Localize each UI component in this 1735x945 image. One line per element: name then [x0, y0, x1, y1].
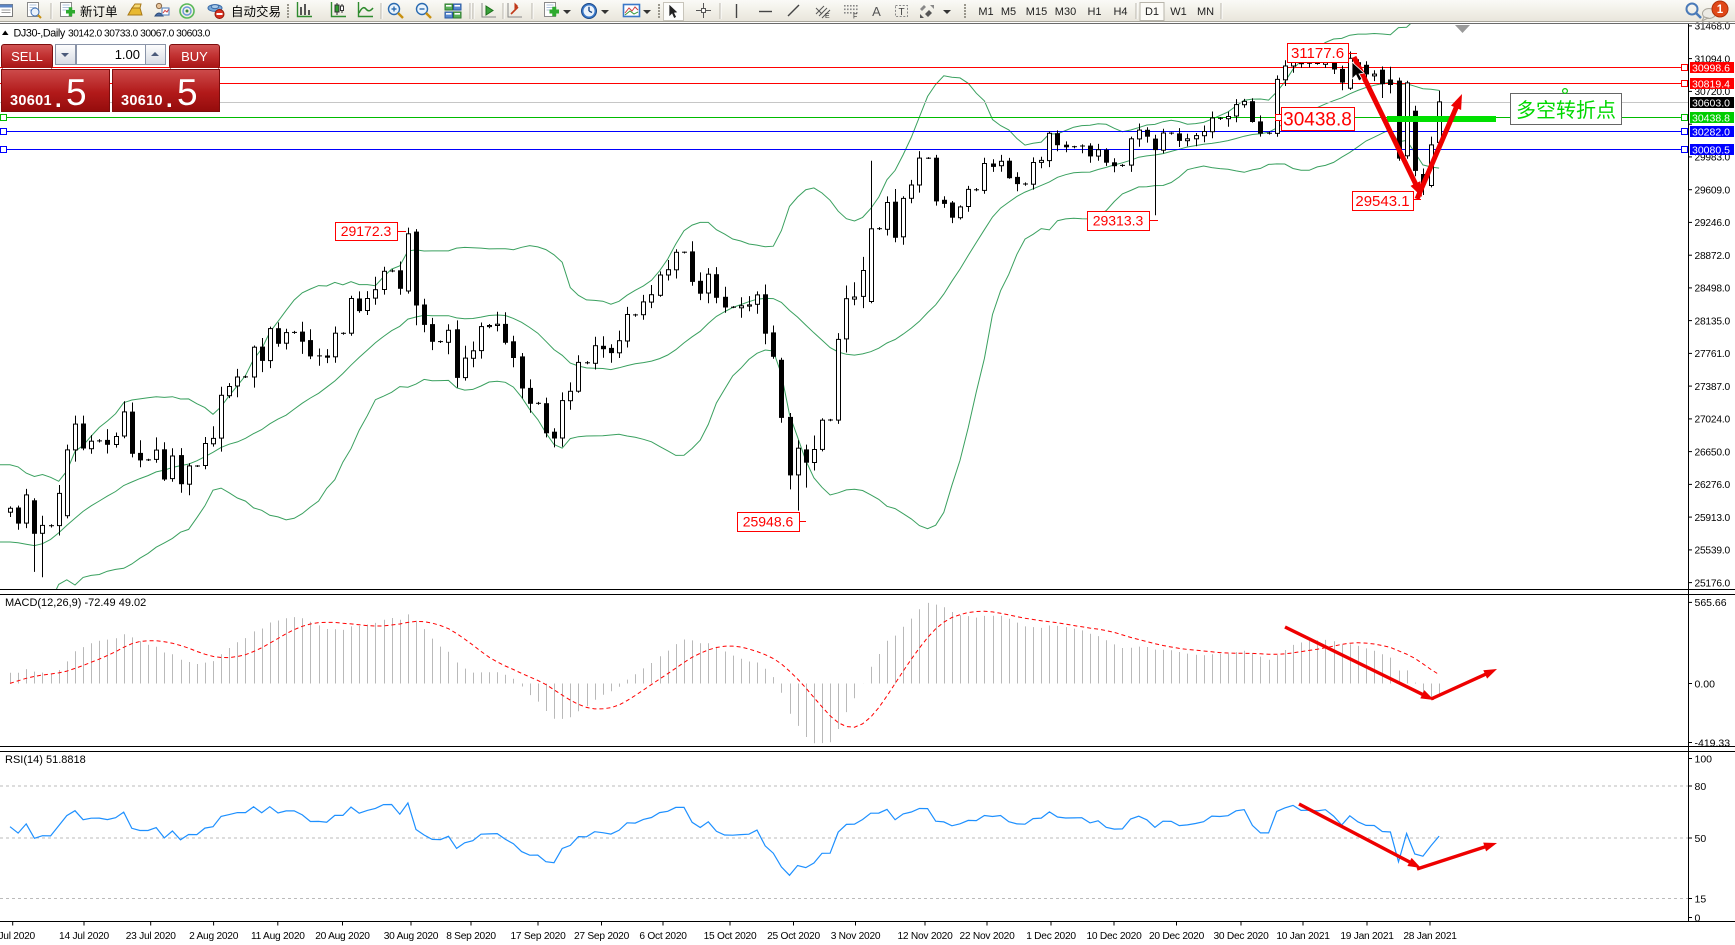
svg-text:H4: H4	[1113, 6, 1127, 18]
svg-text:0.00: 0.00	[1695, 678, 1716, 690]
svg-text:30720.0: 30720.0	[1695, 87, 1731, 98]
svg-text:28135.0: 28135.0	[1695, 316, 1731, 327]
svg-text:1 Dec 2020: 1 Dec 2020	[1026, 931, 1076, 942]
svg-text:12 Nov 2020: 12 Nov 2020	[897, 931, 953, 942]
svg-text:25913.0: 25913.0	[1695, 513, 1731, 524]
svg-text:F: F	[853, 14, 857, 21]
svg-text:6 Oct 2020: 6 Oct 2020	[639, 931, 687, 942]
svg-text:RSI(14) 51.8818: RSI(14) 51.8818	[5, 754, 86, 766]
svg-text:30282.0: 30282.0	[1692, 126, 1730, 138]
svg-text:17 Sep 2020: 17 Sep 2020	[510, 931, 566, 942]
svg-text:565.66: 565.66	[1695, 597, 1727, 609]
svg-text:自动交易: 自动交易	[231, 4, 281, 19]
svg-text:8 Sep 2020: 8 Sep 2020	[446, 931, 496, 942]
svg-text:25539.0: 25539.0	[1695, 546, 1731, 557]
svg-text:20 Aug 2020: 20 Aug 2020	[315, 931, 370, 942]
svg-text:30 Dec 2020: 30 Dec 2020	[1213, 931, 1269, 942]
svg-text:2 Aug 2020: 2 Aug 2020	[189, 931, 239, 942]
svg-text:30438.8: 30438.8	[1692, 112, 1730, 124]
svg-text:28498.0: 28498.0	[1695, 284, 1731, 295]
svg-text:30998.6: 30998.6	[1692, 62, 1730, 74]
svg-text:31094.0: 31094.0	[1695, 54, 1731, 65]
svg-text:MN: MN	[1197, 6, 1214, 18]
svg-text:27387.0: 27387.0	[1695, 382, 1731, 393]
svg-text:29172.3: 29172.3	[341, 223, 392, 239]
svg-text:DJ30-,Daily: DJ30-,Daily	[14, 28, 66, 40]
svg-text:15 Oct 2020: 15 Oct 2020	[704, 931, 757, 942]
svg-text:27024.0: 27024.0	[1695, 415, 1731, 426]
svg-text:29609.0: 29609.0	[1695, 186, 1731, 197]
svg-text:6 Jul 2020: 6 Jul 2020	[0, 931, 36, 942]
svg-text:15: 15	[1695, 893, 1707, 905]
svg-text:30142.0 30733.0 30067.0 30603.: 30142.0 30733.0 30067.0 30603.0	[68, 29, 211, 40]
svg-text:22 Nov 2020: 22 Nov 2020	[959, 931, 1015, 942]
svg-text:25176.0: 25176.0	[1695, 578, 1731, 589]
svg-text:28 Jan 2021: 28 Jan 2021	[1403, 931, 1457, 942]
svg-text:10 Dec 2020: 10 Dec 2020	[1086, 931, 1142, 942]
svg-text:3 Nov 2020: 3 Nov 2020	[831, 931, 881, 942]
svg-text:W1: W1	[1170, 6, 1187, 18]
svg-text:29983.0: 29983.0	[1695, 153, 1731, 164]
svg-text:M5: M5	[1001, 6, 1016, 18]
svg-text:E: E	[825, 13, 830, 20]
svg-text:H1: H1	[1087, 6, 1101, 18]
svg-text:50: 50	[1695, 833, 1707, 845]
svg-text:多空转折点: 多空转折点	[1516, 99, 1616, 122]
svg-text:30438.8: 30438.8	[1283, 109, 1352, 130]
svg-text:M15: M15	[1026, 6, 1047, 18]
svg-text:25 Oct 2020: 25 Oct 2020	[767, 931, 820, 942]
svg-text:29313.3: 29313.3	[1093, 213, 1144, 229]
svg-text:11 Aug 2020: 11 Aug 2020	[251, 931, 305, 942]
svg-text:20 Dec 2020: 20 Dec 2020	[1149, 931, 1205, 942]
svg-text:30819.4: 30819.4	[1692, 78, 1730, 90]
svg-text:26276.0: 26276.0	[1695, 480, 1731, 491]
svg-text:M1: M1	[978, 6, 993, 18]
svg-text:MACD(12,26,9) -72.49 49.02: MACD(12,26,9) -72.49 49.02	[5, 597, 146, 609]
svg-text:28872.0: 28872.0	[1695, 251, 1731, 262]
svg-text:A: A	[872, 4, 881, 19]
svg-text:30 Aug 2020: 30 Aug 2020	[384, 931, 439, 942]
svg-text:19 Jan 2021: 19 Jan 2021	[1340, 931, 1394, 942]
svg-text:31468.0: 31468.0	[1695, 22, 1731, 33]
svg-text:30603.0: 30603.0	[1692, 97, 1730, 109]
svg-text:1: 1	[1717, 4, 1724, 16]
svg-text:14 Jul 2020: 14 Jul 2020	[59, 931, 110, 942]
svg-text:26650.0: 26650.0	[1695, 447, 1731, 458]
svg-text:30080.5: 30080.5	[1692, 144, 1730, 156]
svg-text:10 Jan 2021: 10 Jan 2021	[1276, 931, 1330, 942]
svg-text:31177.6: 31177.6	[1291, 45, 1344, 62]
svg-text:29246.0: 29246.0	[1695, 218, 1731, 229]
svg-text:新订单: 新订单	[80, 4, 118, 19]
svg-text:25948.6: 25948.6	[743, 514, 794, 530]
svg-text:80: 80	[1695, 781, 1707, 793]
svg-text:M30: M30	[1055, 6, 1076, 18]
svg-text:D1: D1	[1145, 6, 1159, 18]
svg-text:29543.1: 29543.1	[1355, 193, 1409, 210]
svg-text:-419.33: -419.33	[1695, 737, 1731, 749]
svg-text:27761.0: 27761.0	[1695, 349, 1731, 360]
svg-text:27 Sep 2020: 27 Sep 2020	[574, 931, 630, 942]
svg-text:23 Jul 2020: 23 Jul 2020	[126, 931, 177, 942]
svg-text:100: 100	[1695, 753, 1713, 765]
svg-text:T: T	[898, 7, 904, 18]
svg-text:0: 0	[1695, 912, 1701, 924]
